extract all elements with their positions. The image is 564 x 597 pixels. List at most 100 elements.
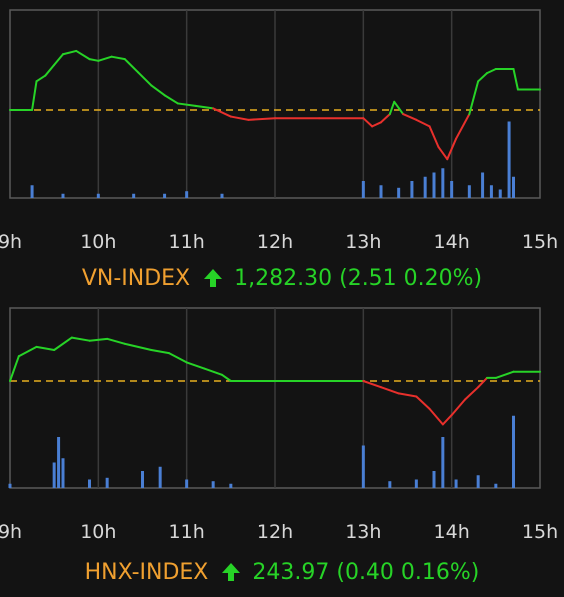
price-segment	[17, 345, 38, 358]
volume-bar	[512, 415, 515, 488]
volume-bar	[141, 471, 144, 488]
price-segment	[123, 342, 153, 351]
price-segment	[194, 104, 215, 110]
volume-bar	[57, 437, 61, 488]
volume-bar	[441, 437, 445, 488]
price-segment	[62, 49, 78, 56]
x-tick-label: 10h	[80, 521, 116, 543]
price-segment	[477, 376, 488, 389]
price-segment	[163, 94, 179, 105]
price-segment	[437, 145, 449, 161]
price-segment	[150, 349, 170, 355]
vn-index-change: (2.51 0.20%)	[339, 266, 483, 291]
volume-bar	[61, 458, 65, 488]
price-segment	[494, 370, 515, 379]
x-tick-label: 10h	[80, 231, 116, 253]
price-segment	[415, 395, 431, 410]
price-segment	[97, 55, 113, 62]
price-segment	[35, 345, 56, 351]
price-segment	[380, 386, 400, 395]
price-segment	[393, 100, 405, 116]
volume-bar	[61, 193, 65, 198]
price-segment	[450, 398, 466, 417]
x-tick-label: 11h	[169, 231, 205, 253]
volume-bar	[185, 479, 189, 488]
volume-bar	[512, 176, 515, 198]
hnx-index-caption: HNX-INDEX 243.97 (0.40 0.16%)	[0, 560, 564, 588]
price-segment	[455, 113, 471, 140]
x-tick-label: 13h	[345, 521, 381, 543]
volume-bar	[494, 483, 498, 488]
volume-bar	[52, 462, 56, 488]
vn-index-chart: 9h 10h 11h 12h 13h 14h 15h	[0, 9, 558, 253]
volume-bar	[423, 176, 427, 198]
price-segment	[362, 380, 382, 389]
price-segment	[388, 100, 396, 116]
volume-bar	[489, 185, 493, 198]
price-segment	[137, 71, 153, 87]
price-segment	[185, 361, 206, 370]
volume-bar	[220, 193, 224, 198]
price-segment	[75, 49, 91, 61]
volume-bar	[185, 191, 189, 198]
volume-bar	[481, 172, 485, 198]
volume-bar	[211, 481, 215, 488]
volume-bar	[450, 181, 454, 198]
volume-bar	[410, 181, 414, 198]
price-segment	[247, 117, 276, 121]
volume-bar	[414, 479, 418, 488]
x-tick-label: 12h	[257, 521, 293, 543]
x-tick-label: 9h	[0, 231, 22, 253]
volume-bar	[96, 193, 100, 198]
x-tick-label: 12h	[257, 231, 293, 253]
price-segment	[150, 84, 166, 97]
volume-bar	[397, 187, 401, 198]
price-segment	[123, 58, 140, 74]
volume-bar	[498, 189, 502, 198]
price-segment	[463, 386, 480, 401]
vn-index-name: VN-INDEX	[81, 266, 191, 291]
volume-bar	[229, 483, 233, 488]
x-tick-label: 15h	[522, 231, 558, 253]
volume-bar	[476, 475, 480, 488]
price-segment	[212, 107, 232, 118]
volume-bar	[361, 445, 365, 488]
volume-bar	[30, 185, 34, 198]
hnx-index-chart: 9h 10h 11h 12h 13h 14h 15h	[0, 307, 558, 543]
price-segment	[468, 80, 480, 116]
volume-bar	[507, 121, 511, 198]
price-segment	[441, 414, 453, 426]
volume-bar	[441, 168, 445, 198]
price-segment	[203, 367, 223, 376]
volume-bar	[467, 185, 471, 198]
vn-index-value: 1,282.30	[234, 266, 333, 291]
volume-bar	[454, 479, 458, 488]
price-segment	[428, 407, 444, 426]
price-segment	[9, 355, 20, 382]
price-segment	[512, 68, 519, 91]
price-segment	[229, 115, 250, 121]
hnx-index-value: 243.97	[252, 560, 330, 585]
price-segment	[88, 337, 109, 342]
x-tick-label: 13h	[345, 231, 381, 253]
price-segment	[380, 113, 391, 124]
x-tick-label: 15h	[522, 521, 558, 543]
price-segment	[110, 55, 126, 61]
arrow-up-icon	[221, 562, 241, 588]
x-tick-label: 9h	[0, 521, 22, 543]
volume-bar	[163, 193, 167, 198]
x-tick-label: 14h	[434, 231, 470, 253]
price-segment	[35, 74, 47, 83]
price-segment	[428, 125, 440, 148]
volume-bar	[432, 471, 436, 488]
price-segment	[362, 117, 374, 128]
price-segment	[168, 352, 188, 364]
volume-bar	[432, 172, 436, 198]
price-segment	[477, 72, 488, 83]
price-segment	[176, 102, 197, 107]
hnx-index-change: (0.40 0.16%)	[336, 560, 480, 585]
vn-index-panel: 9h 10h 11h 12h 13h 14h 15h VN-INDEX 1,282.30 (…	[0, 0, 564, 298]
volume-bar	[132, 193, 136, 198]
volume-bar	[8, 483, 12, 488]
price-segment	[371, 121, 382, 128]
